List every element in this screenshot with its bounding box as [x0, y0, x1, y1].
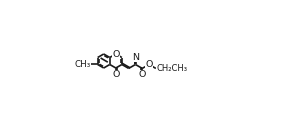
Text: O: O — [112, 70, 119, 79]
Text: N: N — [132, 53, 139, 62]
Text: CH₃: CH₃ — [74, 60, 91, 69]
Text: O: O — [139, 70, 146, 79]
Text: O: O — [145, 60, 153, 69]
Text: O: O — [112, 50, 119, 59]
Text: CH₂CH₃: CH₂CH₃ — [157, 64, 187, 73]
